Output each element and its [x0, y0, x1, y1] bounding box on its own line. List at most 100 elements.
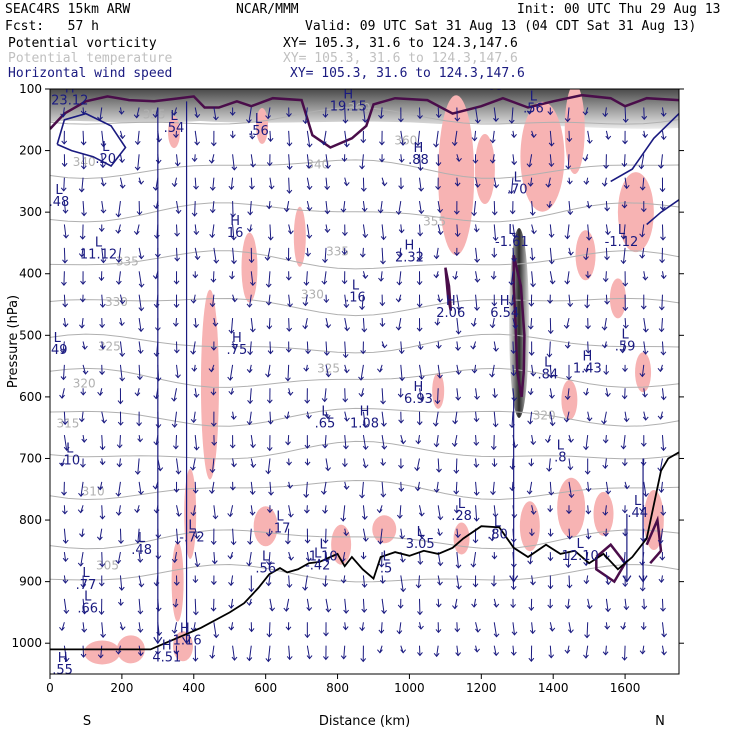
wind-arrowhead — [322, 583, 329, 588]
wind-arrowhead — [435, 162, 442, 167]
wind-arrowhead — [173, 280, 180, 285]
wind-arrowhead — [565, 563, 572, 568]
wind-arrowhead — [174, 540, 181, 545]
wind-arrowhead — [63, 657, 70, 663]
wind-arrowhead — [62, 539, 69, 544]
wind-arrowhead — [173, 134, 179, 139]
x-tick-label: 1400 — [538, 681, 569, 695]
wind-arrowhead — [622, 575, 632, 583]
wind-arrowhead — [99, 563, 106, 568]
wind-arrowhead — [642, 393, 648, 398]
wind-arrow — [643, 598, 645, 609]
wind-arrowhead — [619, 349, 626, 354]
wind-arrow — [661, 598, 664, 612]
wind-arrow — [362, 247, 364, 257]
wind-arrowhead — [249, 511, 256, 516]
wind-arrow — [456, 364, 460, 375]
wind-arrow — [138, 434, 141, 442]
wind-arrow — [642, 177, 645, 190]
pv-contour — [512, 255, 526, 398]
wind-arrowhead — [549, 422, 556, 427]
wind-arrowhead — [435, 114, 442, 119]
wind-arrowhead — [63, 446, 70, 451]
wind-arrow — [249, 201, 252, 215]
wind-arrowhead — [193, 446, 200, 451]
wind-arrowhead — [584, 304, 590, 309]
wind-arrow — [288, 130, 291, 146]
wind-arrowhead — [395, 326, 402, 331]
wind-arrowhead — [80, 165, 87, 170]
wind-arrowhead — [437, 581, 443, 586]
wind-arrow — [512, 224, 516, 238]
wind-arrowhead — [101, 419, 108, 424]
wind-arrowhead — [452, 420, 458, 425]
wind-arrowhead — [582, 111, 589, 116]
wind-arrowhead — [194, 256, 201, 261]
wind-arrow — [267, 107, 271, 119]
wind-arrowhead — [660, 351, 667, 356]
extremum-value: .44 — [627, 506, 648, 521]
wind-arrow — [435, 411, 439, 427]
wind-arrowhead — [641, 115, 648, 121]
wind-arrow — [101, 458, 104, 465]
wind-arrowhead — [231, 463, 237, 468]
wind-arrowhead — [60, 187, 67, 192]
wind-arrowhead — [62, 579, 69, 584]
wind-arrow — [325, 458, 329, 471]
wind-arrow — [137, 528, 140, 543]
wind-arrow — [585, 552, 589, 566]
wind-arrowhead — [154, 234, 160, 239]
wind-arrow — [250, 435, 254, 448]
wind-arrowhead — [470, 345, 477, 350]
wind-arrowhead — [471, 137, 478, 142]
wind-arrowhead — [341, 157, 348, 162]
wind-arrowhead — [605, 608, 611, 613]
wind-arrow — [512, 154, 515, 165]
wind-arrow — [492, 154, 495, 163]
wind-arrow — [232, 247, 235, 264]
wind-arrowhead — [171, 558, 178, 564]
wind-arrowhead — [155, 650, 161, 656]
wind-arrowhead — [190, 418, 197, 424]
wind-arrow — [436, 247, 439, 259]
wind-arrow — [419, 622, 422, 630]
wind-arrowhead — [77, 509, 84, 514]
extremum-type: H — [58, 651, 68, 666]
wind-arrowhead — [657, 539, 664, 545]
wind-arrowhead — [642, 276, 649, 281]
wind-arrowhead — [118, 110, 125, 115]
theta-label: 330 — [301, 287, 324, 301]
highlight-patch — [168, 116, 181, 149]
wind-arrowhead — [193, 323, 200, 329]
wind-arrowhead — [324, 210, 331, 215]
wind-arrow — [325, 341, 328, 356]
wind-arrowhead — [248, 628, 255, 633]
wind-arrowhead — [529, 256, 536, 261]
wind-arrowhead — [436, 468, 442, 473]
wind-arrow — [567, 341, 570, 349]
wind-arrow — [63, 318, 67, 327]
wind-arrowhead — [661, 633, 668, 638]
wind-arrow — [492, 481, 495, 495]
wind-arrow — [380, 271, 383, 282]
wind-arrowhead — [306, 415, 312, 420]
y-tick-label: 1000 — [11, 636, 42, 650]
wind-arrow — [566, 224, 570, 239]
wind-arrowhead — [511, 133, 517, 139]
wind-arrowhead — [171, 629, 178, 634]
wind-arrowhead — [340, 579, 347, 584]
wind-arrowhead — [435, 344, 442, 350]
wind-arrow — [81, 411, 84, 422]
wind-arrow — [212, 177, 215, 191]
wind-arrowhead — [175, 209, 182, 214]
theta-label: 320 — [73, 377, 96, 391]
wind-arrowhead — [344, 417, 350, 422]
wind-arrow — [213, 622, 217, 638]
wind-arrow — [474, 364, 477, 373]
highlight-patch — [293, 206, 306, 267]
wind-arrowhead — [191, 367, 198, 372]
wind-arrowhead — [323, 632, 329, 637]
extremum-type: L — [634, 494, 642, 509]
theta-label: 330 — [105, 295, 128, 309]
